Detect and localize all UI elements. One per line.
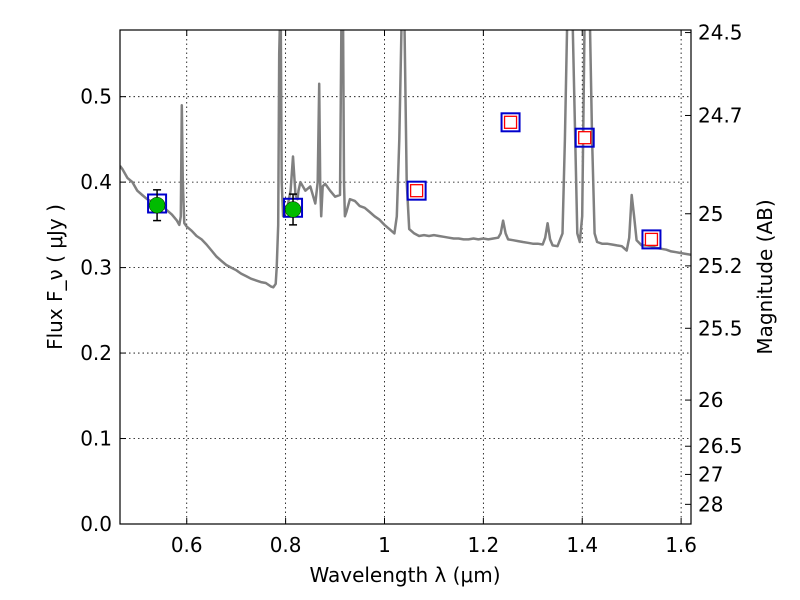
y2-tick-label: 27 — [698, 462, 723, 486]
x-axis-label: Wavelength λ (μm) — [309, 563, 500, 587]
model-photometry-marker — [500, 112, 521, 133]
y-tick-label: 0.5 — [80, 85, 112, 109]
series-area — [120, 30, 691, 289]
x-tick-label: 1.4 — [566, 533, 598, 557]
x-tick-label: 1.6 — [665, 533, 697, 557]
y-tick-label: 0.1 — [80, 427, 112, 451]
x-tick-label: 1.2 — [467, 533, 499, 557]
axis-ticks: 0.6 0.8 1 1.2 1.4 1.6 0.0 0.1 0.2 0.3 0.4 0.5 24.5 24… — [80, 21, 742, 557]
y-tick-label: 0.2 — [80, 341, 112, 365]
y2-tick-label: 26.5 — [698, 434, 743, 458]
observed-flux-point — [148, 196, 166, 214]
y2-tick-label: 26 — [698, 388, 723, 412]
observed-flux-point — [284, 201, 302, 218]
plot-frame — [119, 29, 692, 525]
y-tick-label: 0.3 — [80, 256, 112, 280]
upper-limit-marker — [409, 184, 424, 198]
y2-tick-label: 28 — [698, 492, 723, 516]
model-photometry-marker — [574, 127, 595, 148]
upper-limit-marker — [578, 131, 592, 145]
x-tick-label: 0.8 — [270, 533, 302, 557]
model-photometry-marker — [406, 180, 427, 201]
x-tick-label: 0.6 — [171, 533, 203, 557]
gridlines — [120, 30, 691, 524]
y2-axis-label: Magnitude (AB) — [753, 199, 777, 354]
y-tick-label: 0.0 — [80, 512, 112, 536]
upper-limit-marker — [644, 232, 659, 247]
model-photometry-marker — [641, 229, 662, 250]
y-axis-label: Flux F_ν ( μJy ) — [43, 204, 67, 350]
upper-limit-marker — [503, 115, 518, 129]
y-tick-label: 0.4 — [80, 170, 112, 194]
y2-tick-label: 24.7 — [698, 103, 743, 127]
sed-model-line — [120, 30, 691, 289]
y2-tick-label: 25.5 — [698, 316, 743, 340]
y2-tick-label: 25.2 — [698, 254, 743, 278]
y2-tick-label: 24.5 — [698, 21, 743, 45]
x-tick-label: 1 — [378, 533, 391, 557]
y2-tick-label: 25 — [698, 202, 723, 226]
